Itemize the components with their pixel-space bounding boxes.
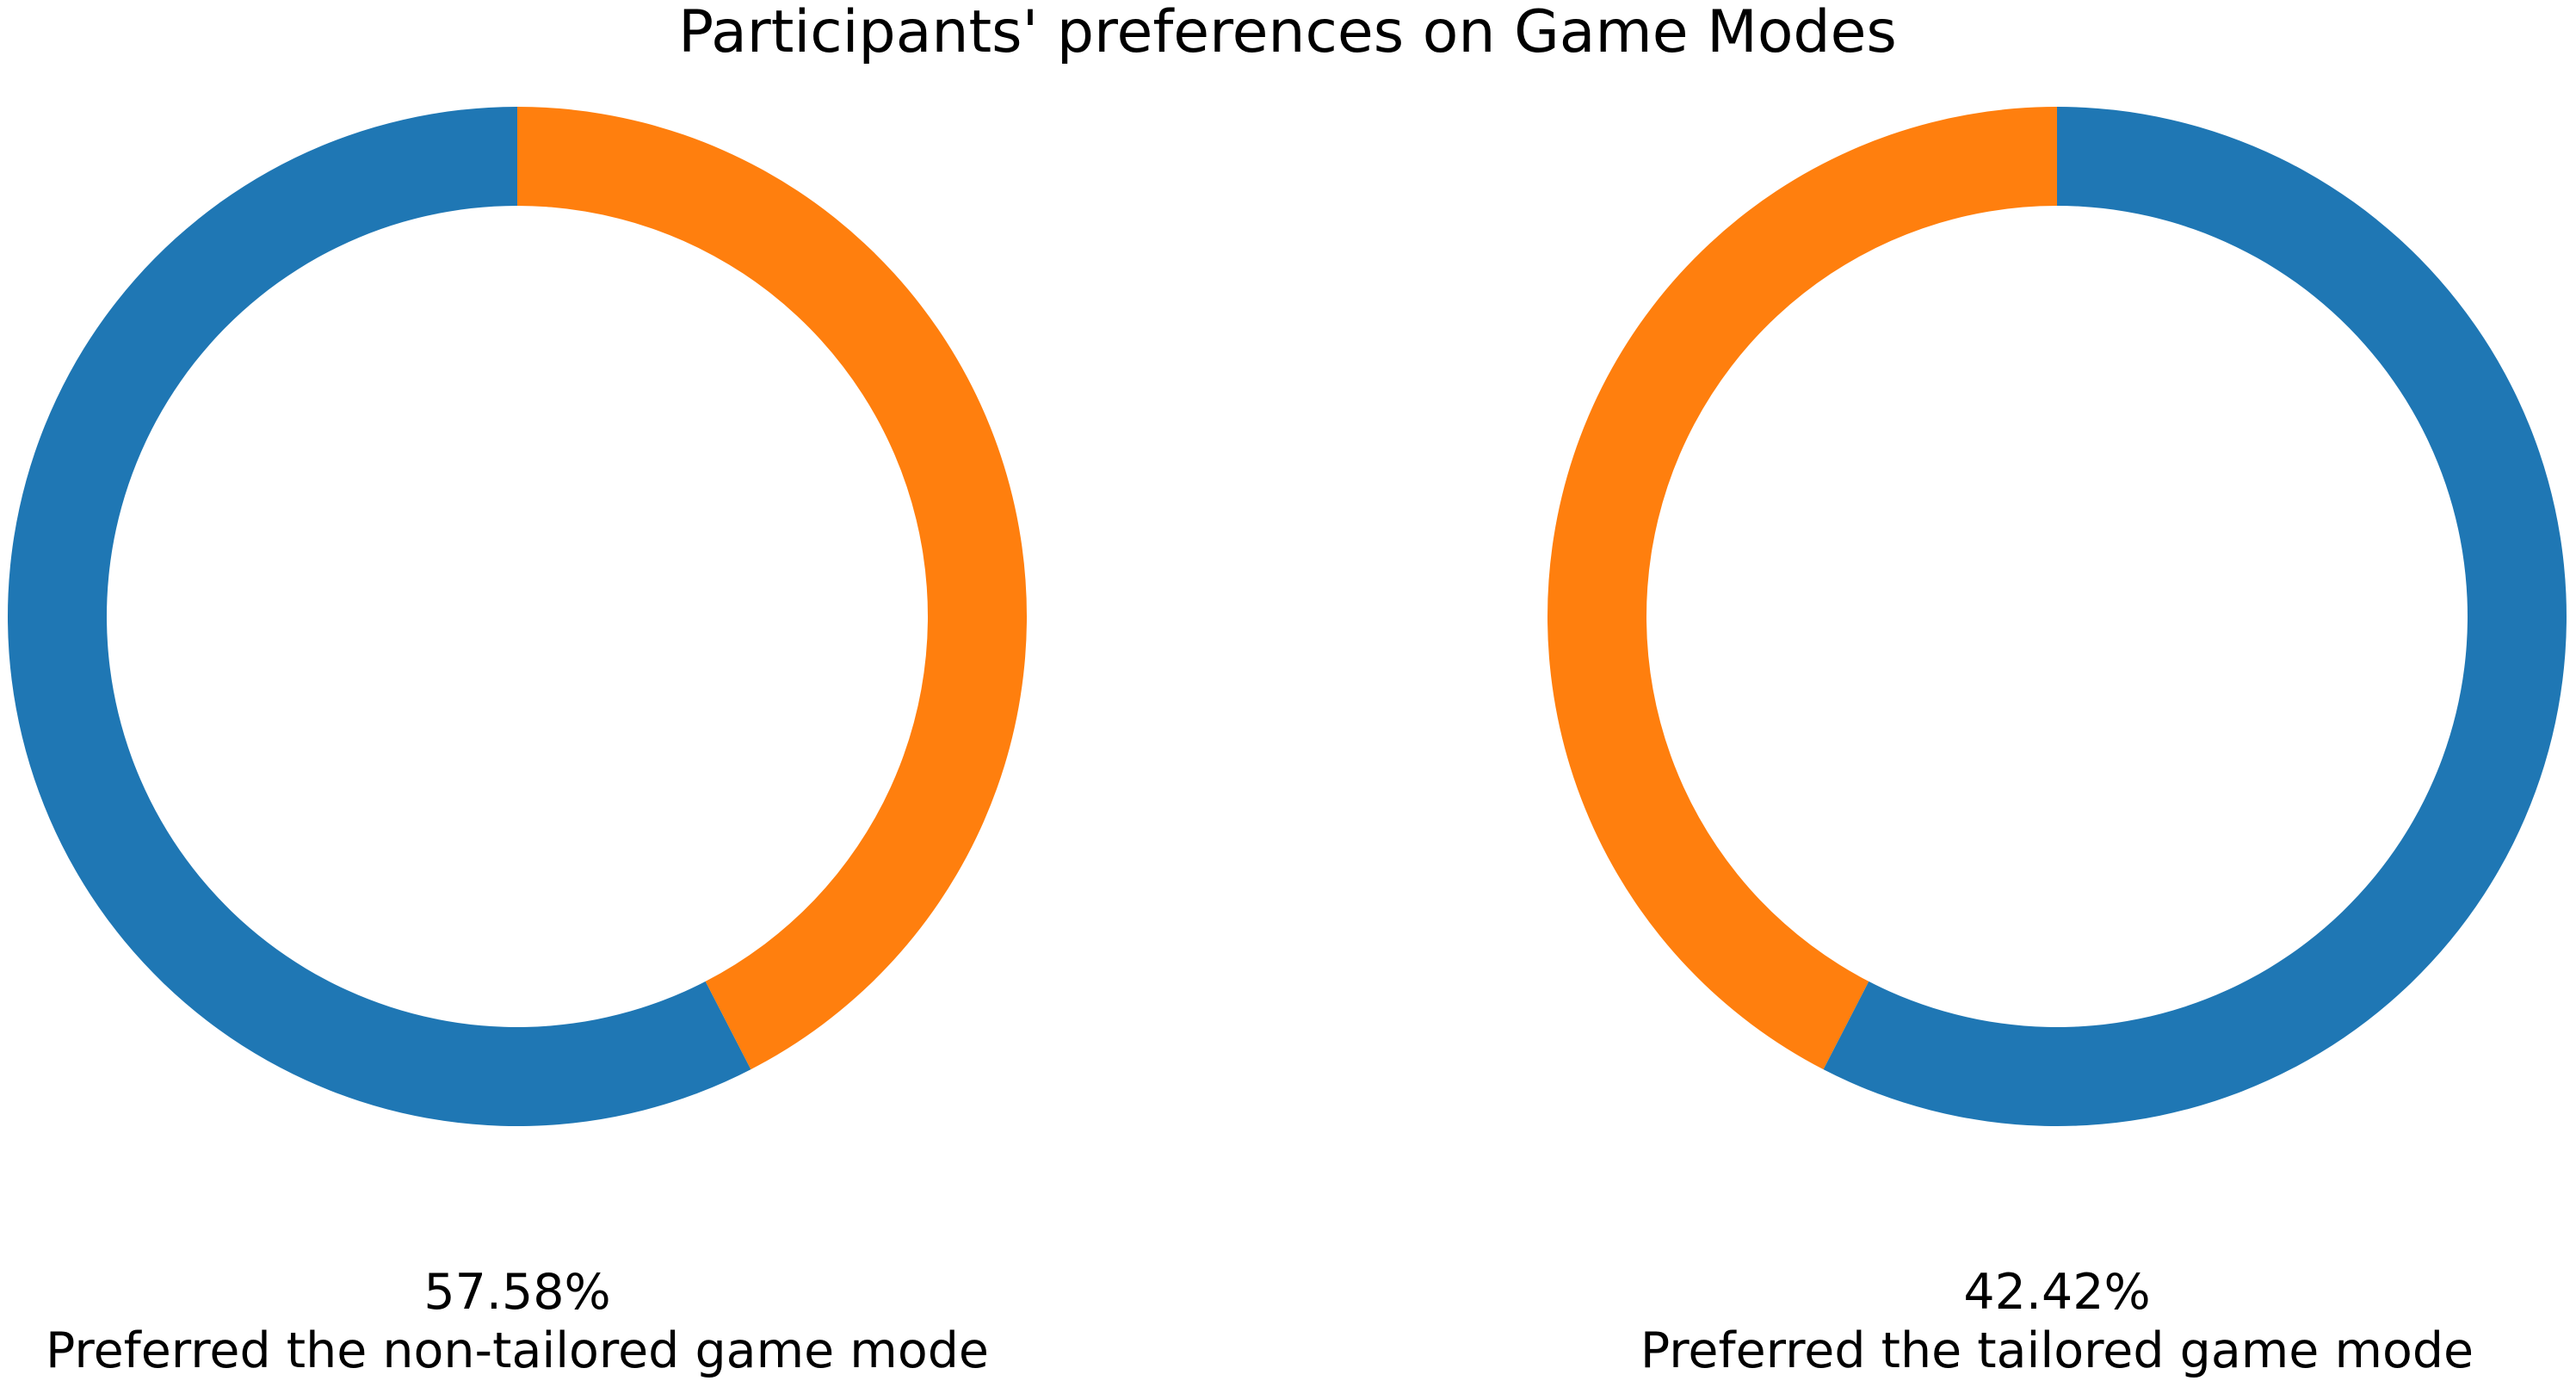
chart-title: Participants' preferences on Game Modes	[678, 0, 1897, 66]
pie-slice	[1823, 107, 2567, 1126]
value-label: 57.58%	[423, 1264, 610, 1321]
value-label: 42.42%	[1963, 1264, 2150, 1321]
x-axis-label: Preferred the non-tailored game mode	[46, 1322, 989, 1379]
pie-slice	[8, 107, 751, 1127]
pie-slice	[517, 107, 1028, 1070]
x-axis-label: Preferred the tailored game mode	[1640, 1322, 2474, 1379]
pie-slice	[1547, 107, 2057, 1070]
